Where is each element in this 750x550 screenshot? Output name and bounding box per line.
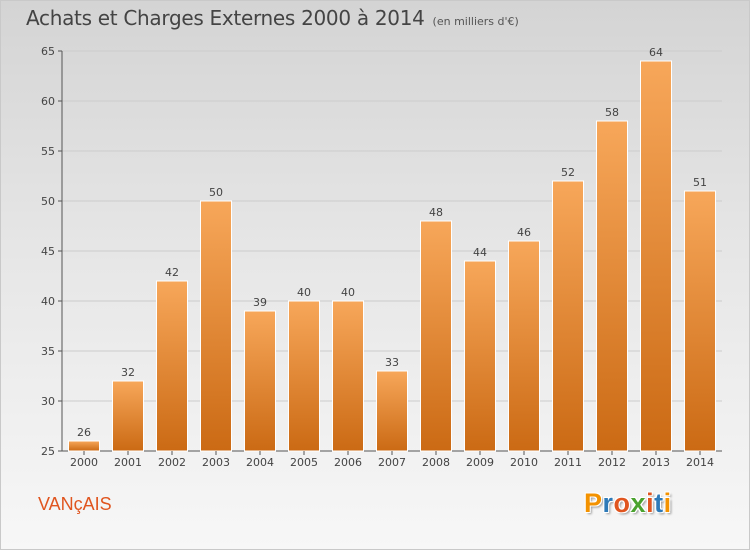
x-tick-label: 2003	[202, 456, 230, 469]
data-label: 51	[693, 176, 707, 189]
x-tick-label: 2009	[466, 456, 494, 469]
chart-title: Achats et Charges Externes 2000 à 2014 (e…	[26, 6, 519, 30]
data-label: 33	[385, 356, 399, 369]
bar	[420, 220, 452, 452]
logo-letter: x	[630, 488, 647, 518]
data-label: 48	[429, 206, 443, 219]
bar	[376, 370, 408, 452]
data-label: 50	[209, 186, 223, 199]
data-label: 39	[253, 296, 267, 309]
y-tick-label: 45	[41, 245, 55, 258]
data-label: 40	[297, 286, 311, 299]
x-tick-label: 2013	[642, 456, 670, 469]
y-tick-label: 60	[41, 95, 55, 108]
x-tick-label: 2004	[246, 456, 274, 469]
bar	[508, 240, 540, 452]
x-tick-label: 2002	[158, 456, 186, 469]
commune-name: VANçAIS	[38, 494, 112, 514]
y-tick-label: 30	[41, 395, 55, 408]
data-label: 26	[77, 426, 91, 439]
y-tick-label: 65	[41, 45, 55, 58]
data-label: 58	[605, 106, 619, 119]
bar	[200, 200, 232, 452]
proxiti-logo: Proxiti	[584, 488, 672, 519]
x-tick-label: 2012	[598, 456, 626, 469]
x-tick-label: 2008	[422, 456, 450, 469]
bar	[552, 180, 584, 452]
bar	[112, 380, 144, 452]
chart-subtitle: (en milliers d'€)	[432, 15, 519, 28]
bar	[464, 260, 496, 452]
y-tick-label: 55	[41, 145, 55, 158]
x-tick-label: 2010	[510, 456, 538, 469]
y-tick-label: 35	[41, 345, 55, 358]
data-label: 44	[473, 246, 487, 259]
bar	[244, 310, 276, 452]
logo-letter: o	[613, 488, 631, 518]
data-label: 32	[121, 366, 135, 379]
bar	[640, 60, 672, 452]
bar	[596, 120, 628, 452]
x-tick-label: 2006	[334, 456, 362, 469]
bar	[68, 440, 100, 452]
x-tick-label: 2001	[114, 456, 142, 469]
bar	[332, 300, 364, 452]
x-tick-label: 2014	[686, 456, 714, 469]
bar	[288, 300, 320, 452]
data-label: 52	[561, 166, 575, 179]
bar	[156, 280, 188, 452]
data-label: 42	[165, 266, 179, 279]
y-tick-label: 40	[41, 295, 55, 308]
x-tick-label: 2005	[290, 456, 318, 469]
logo-letter: P	[584, 488, 603, 518]
data-label: 46	[517, 226, 531, 239]
logo-letter: r	[602, 488, 614, 518]
logo-letter: i	[663, 488, 672, 518]
y-tick-label: 25	[41, 445, 55, 458]
title-text: Achats et Charges Externes 2000 à 2014	[26, 6, 425, 30]
logo-letter: t	[654, 488, 664, 518]
logo-letter: i	[646, 488, 655, 518]
data-label: 40	[341, 286, 355, 299]
x-tick-label: 2000	[70, 456, 98, 469]
y-tick-label: 50	[41, 195, 55, 208]
bar	[684, 190, 716, 452]
x-tick-label: 2007	[378, 456, 406, 469]
x-tick-label: 2011	[554, 456, 582, 469]
data-label: 64	[649, 46, 663, 59]
